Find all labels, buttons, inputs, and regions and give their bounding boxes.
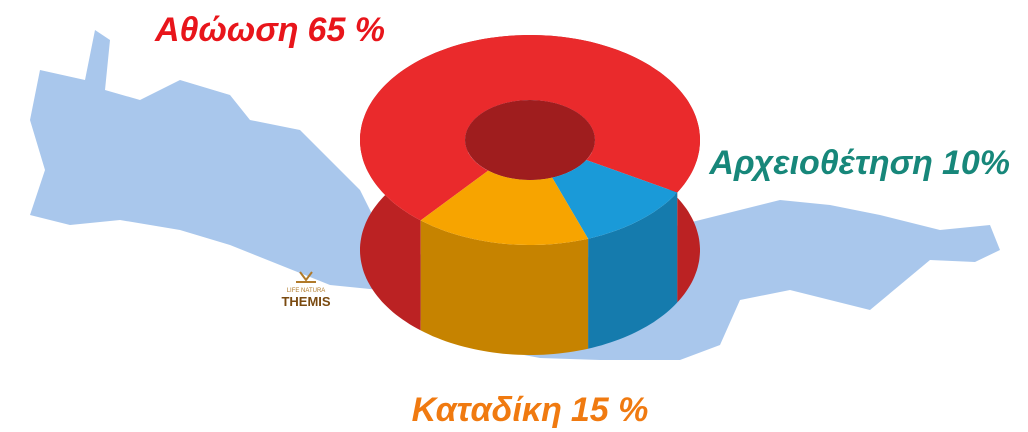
slice-inner [465,100,595,180]
slice-side [588,192,678,349]
map-background [30,30,1000,360]
slice-label: Καταδίκη 15 % [412,391,649,429]
slice-top [360,35,700,221]
slice-value: 15 % [571,391,649,429]
slice-value: 65 % [308,11,386,49]
logo-name: THEMIS [281,294,330,309]
slice-name: Καταδίκη [412,391,562,429]
slice-top [420,170,589,245]
slice-name: Αρχειοθέτηση [708,144,933,182]
slice-top [552,160,678,239]
slice-label: Αρχειοθέτηση 10% [708,144,1010,182]
slice-label: Αθώωση 65 % [154,11,385,49]
slice-value: 10% [942,144,1010,182]
labels: Αθώωση 65 % Αρχειοθέτηση 10% Καταδίκη 15 % [154,11,1010,429]
logo-small: LIFE NATURA [287,288,326,294]
slice-name: Αθώωση [154,11,299,49]
slice-side [420,220,589,355]
logo: LIFE NATURA THEMIS [281,271,331,309]
donut [360,35,700,355]
logo-icon [296,271,316,283]
inner-walls [465,100,595,180]
